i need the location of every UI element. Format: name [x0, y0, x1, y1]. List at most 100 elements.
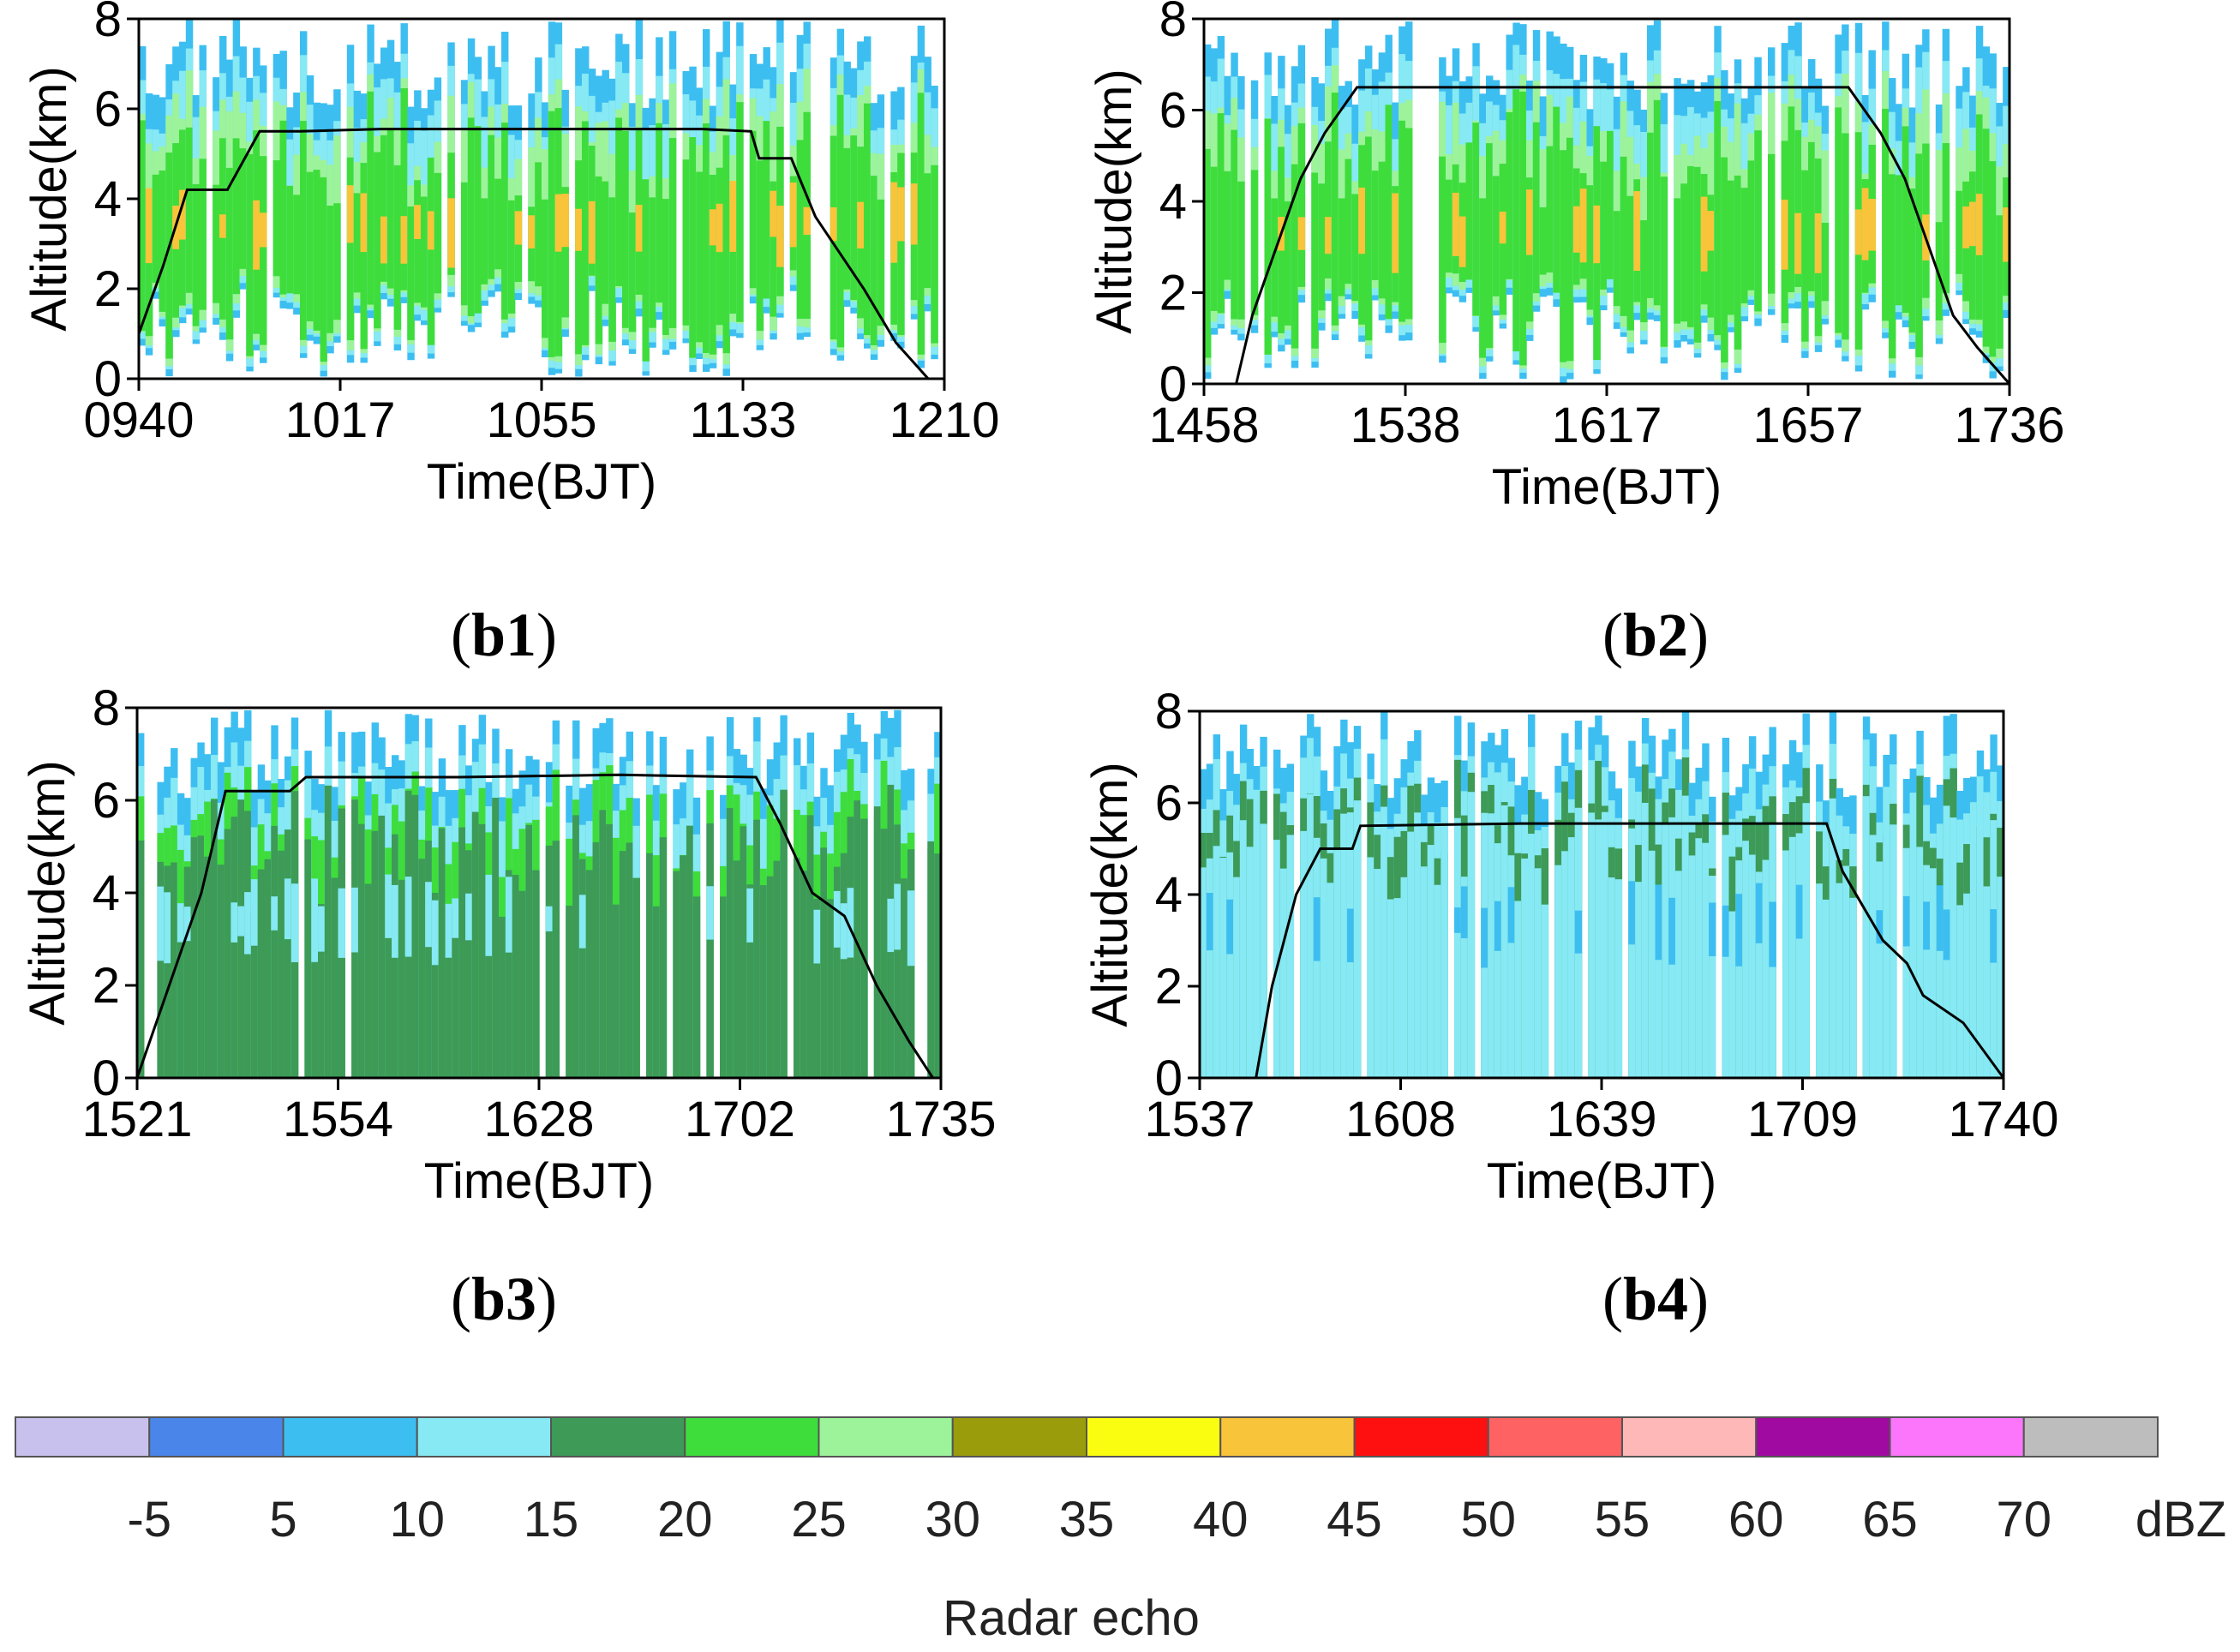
echo-cell — [582, 121, 590, 345]
echo-cell — [1239, 820, 1248, 1078]
echo-cell — [1554, 865, 1562, 1078]
echo-cell — [1816, 883, 1824, 1078]
echo-cell — [1640, 220, 1648, 323]
echo-cell — [1982, 129, 1991, 347]
y-tick-label: 8 — [1155, 684, 1183, 739]
echo-cell — [1351, 194, 1359, 302]
echo-cell — [753, 819, 761, 1078]
echo-cell — [561, 194, 569, 248]
echo-cell — [1969, 844, 1978, 1078]
echo-cell — [575, 208, 583, 251]
echo-cell — [1333, 850, 1341, 1078]
echo-cell — [1728, 911, 1736, 1078]
echo-cell — [1521, 858, 1529, 1078]
echo-cell — [836, 94, 845, 348]
echo-cell — [1680, 183, 1688, 322]
echo-cell — [1814, 212, 1823, 273]
y-tick-label: 4 — [1159, 174, 1187, 230]
echo-cell — [1385, 105, 1393, 320]
echo-cell — [746, 884, 754, 1078]
x-axis-title: Time(BJT) — [427, 454, 656, 510]
echo-cell — [414, 205, 422, 240]
echo-cell — [1586, 185, 1594, 310]
echo-cell — [284, 878, 292, 940]
radar-echo-field — [1200, 711, 2003, 1078]
echo-cell — [1427, 845, 1435, 1078]
echo-cell — [1345, 159, 1352, 284]
echo-cell — [392, 884, 399, 958]
echo-cell — [773, 860, 781, 1078]
y-tick-label: 6 — [93, 773, 120, 829]
echo-cell — [1279, 868, 1288, 1078]
y-tick-label: 0 — [93, 1050, 120, 1106]
echo-cell — [1942, 143, 1950, 294]
echo-cell — [1821, 223, 1830, 302]
x-tick-label: 1702 — [685, 1092, 795, 1147]
echo-cell — [445, 903, 452, 958]
echo-cell — [514, 211, 523, 245]
echo-cell — [646, 853, 654, 1078]
echo-cell — [239, 148, 247, 269]
echo-cell — [736, 102, 744, 322]
colorbar-tick-label: 45 — [1327, 1492, 1382, 1547]
echo-cell — [1286, 835, 1295, 1078]
echo-cell — [602, 181, 609, 304]
echo-cell — [393, 165, 402, 330]
echo-cell — [599, 810, 607, 1078]
colorbar-swatch — [416, 1416, 552, 1457]
echo-cell — [224, 829, 232, 1078]
echo-cell — [659, 837, 668, 1078]
echo-cell — [318, 906, 326, 952]
echo-cell — [1399, 120, 1406, 322]
echo-cell — [357, 823, 366, 1078]
echo-cell — [572, 815, 580, 1078]
y-tick-label: 2 — [1155, 959, 1183, 1015]
echo-cell — [418, 859, 426, 1078]
echo-cell — [833, 890, 841, 948]
echo-cell — [680, 855, 687, 1078]
echo-cell — [1735, 894, 1743, 967]
echo-cell — [237, 799, 245, 1078]
echo-cell — [499, 916, 506, 1078]
echo-cell — [304, 839, 312, 1078]
echo-cell — [1374, 869, 1381, 1078]
echo-cell — [183, 866, 192, 1078]
echo-cell — [1250, 170, 1259, 315]
echo-cell — [1210, 166, 1219, 311]
echo-cell — [139, 120, 147, 332]
echo-cell — [1707, 195, 1715, 318]
echo-cell — [860, 818, 868, 1078]
colorbar-tick-label: 55 — [1595, 1492, 1650, 1547]
echo-cell — [311, 878, 319, 962]
echo-cell — [1923, 901, 1931, 950]
echo-cell — [1446, 179, 1453, 273]
echo-cell — [632, 877, 640, 1078]
echo-cell — [840, 903, 848, 960]
echo-cell — [164, 892, 171, 964]
echo-cell — [1795, 833, 1804, 1078]
echo-cell — [1331, 93, 1339, 326]
echo-cell — [1648, 850, 1656, 1078]
echo-cell — [1226, 852, 1234, 1078]
x-tick-label: 1554 — [283, 1092, 393, 1147]
echo-cell — [518, 890, 526, 1078]
echo-cell — [1662, 824, 1669, 1078]
echo-cell — [1895, 175, 1903, 306]
echo-cell — [1722, 905, 1730, 957]
echo-cell — [260, 156, 267, 345]
colorbar-unit: dBZ — [2135, 1492, 2226, 1547]
colorbar-swatch — [818, 1416, 954, 1457]
echo-cell — [380, 216, 388, 264]
x-tick-label: 1538 — [1350, 398, 1460, 453]
echo-cell — [1519, 91, 1527, 366]
echo-cell — [1206, 893, 1214, 951]
echo-cell — [501, 123, 509, 320]
echo-cell — [488, 135, 495, 279]
colorbar-tick-label: 65 — [1862, 1492, 1918, 1547]
echo-cell — [561, 187, 569, 318]
y-axis-title: Altitude(km) — [1082, 762, 1138, 1027]
echo-cell — [901, 878, 908, 1078]
echo-cell — [1200, 867, 1207, 1078]
echo-cell — [353, 193, 362, 293]
x-tick-label: 0940 — [83, 392, 194, 448]
